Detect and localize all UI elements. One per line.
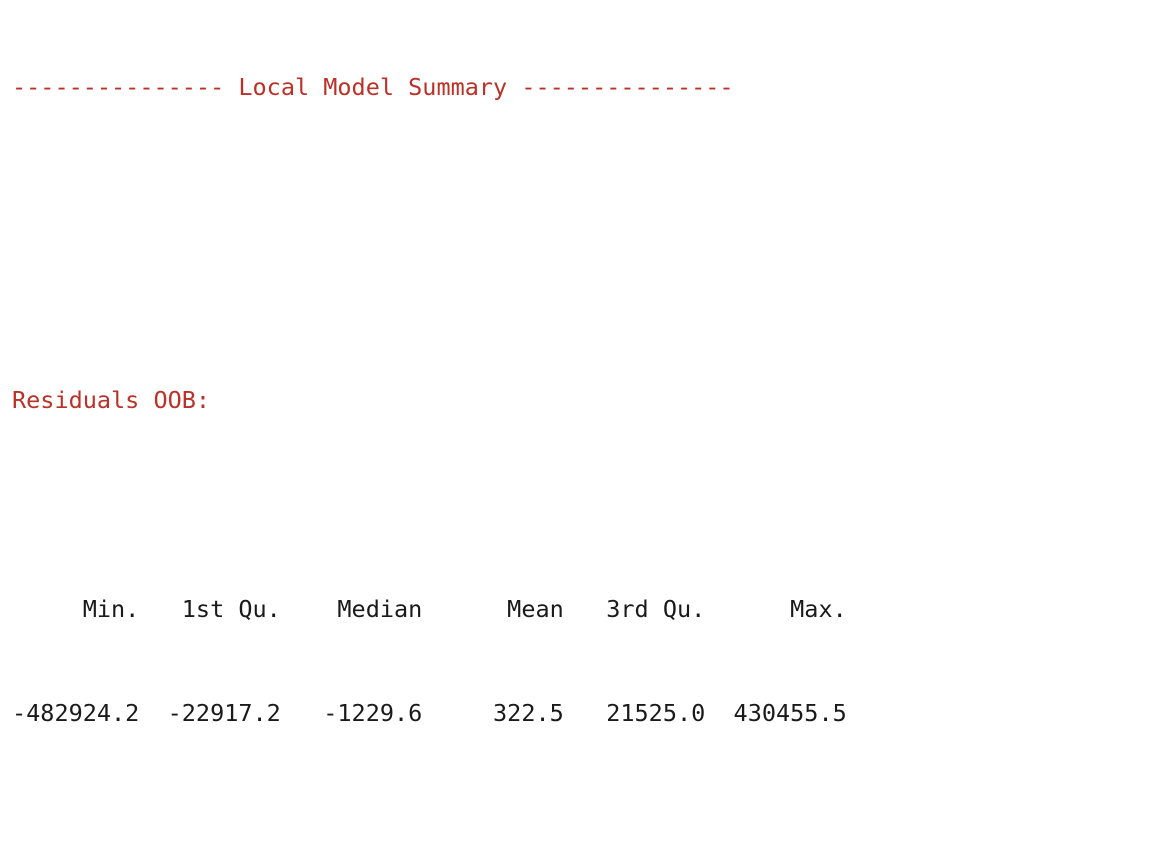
blank-line [12, 174, 1152, 209]
section-title-residuals-oob: Residuals OOB: [12, 385, 211, 414]
residuals-oob-value-row: -482924.2 -22917.2 -1229.6 322.5 21525.0… [12, 698, 861, 727]
blank-line [12, 278, 1152, 313]
blank-line [12, 487, 1152, 522]
blank-line [12, 800, 1152, 835]
summary-header: --------------- Local Model Summary ----… [12, 72, 734, 101]
console-output: --------------- Local Model Summary ----… [12, 0, 1152, 727]
residuals-oob-header-row: Min. 1st Qu. Median Mean 3rd Qu. Max. [12, 594, 861, 623]
